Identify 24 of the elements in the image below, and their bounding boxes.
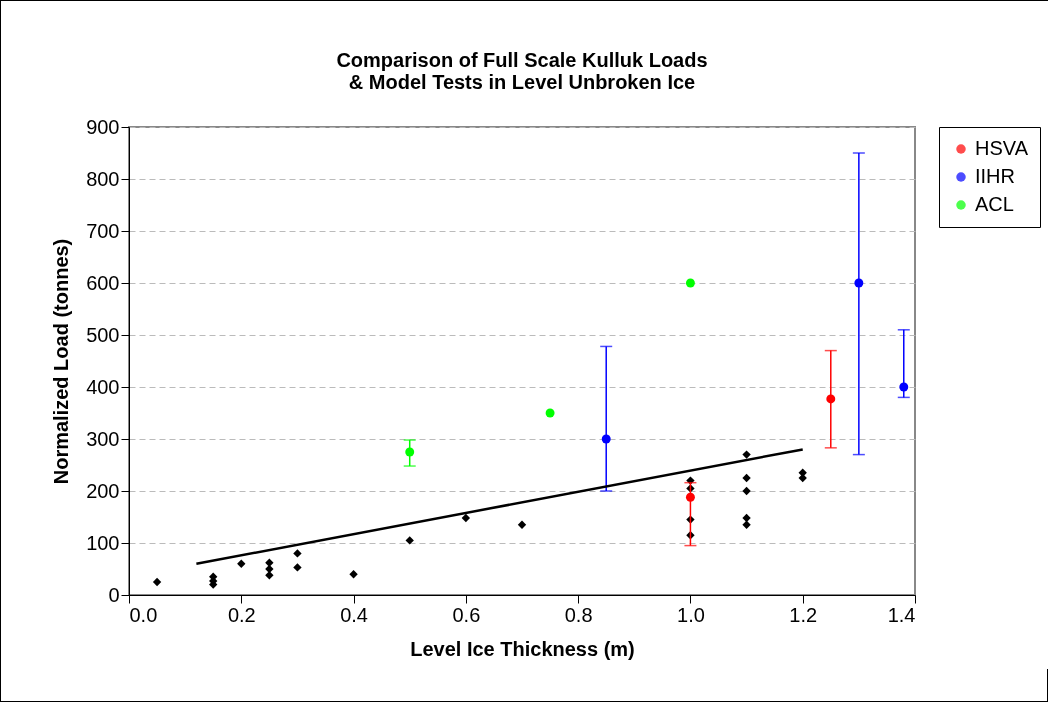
y-tick-label: 900 [86,115,120,138]
x-tick-label: 1.0 [677,603,705,626]
y-tick-label: 100 [86,531,120,554]
y-axis-title: Normalized Load (tonnes) [50,238,73,485]
x-tick-label: 0.0 [129,603,158,626]
y-tick-label: 0 [108,583,120,606]
x-axis-title: Level Ice Thickness (m) [410,637,635,660]
x-tick-label: 0.8 [564,603,593,626]
y-tick-label: 500 [86,323,120,346]
x-tick-label: 0.4 [340,603,368,626]
x-tick-label: 0.2 [227,603,256,626]
y-tick-label: 300 [86,427,120,450]
y-tick-label: 700 [86,219,120,242]
y-tick-label: 600 [86,271,120,294]
y-tick-label: 200 [86,479,120,502]
y-tick-label: 400 [86,375,120,398]
x-tick-label: 1.4 [887,603,916,626]
x-tick-label: 0.6 [452,603,481,626]
y-tick-label: 800 [86,167,120,190]
legend-label: ACL [975,193,1014,215]
legend-label: HSVA [975,137,1029,159]
chart-title: Comparison of Full Scale Kulluk Loads & Model Tests in Level Unbroken Ice [336,49,708,93]
legend-label: IIHR [975,165,1015,187]
x-tick-label: 1.2 [789,603,818,626]
